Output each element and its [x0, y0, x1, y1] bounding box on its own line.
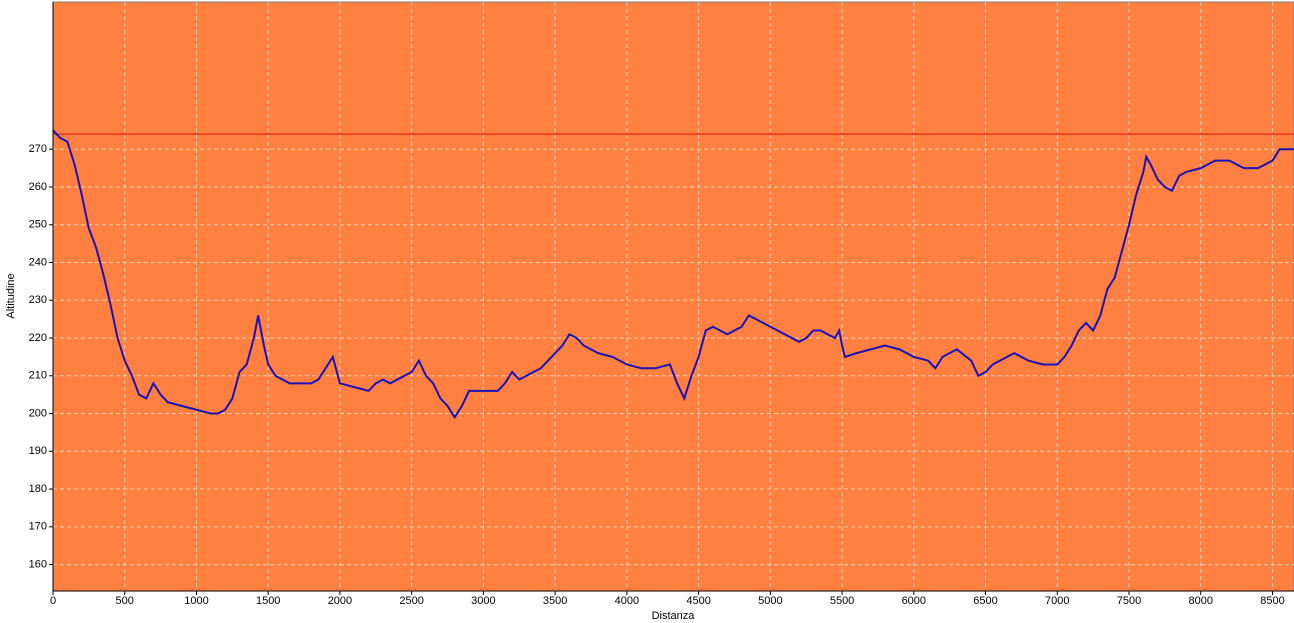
x-tick-label: 5500	[830, 595, 854, 607]
y-tick-label: 220	[29, 332, 47, 344]
x-axis-label: Distanza	[652, 610, 696, 622]
y-tick-label: 210	[29, 370, 47, 382]
x-tick-label: 4500	[686, 595, 710, 607]
x-tick-label: 7500	[1117, 595, 1141, 607]
x-tick-label: 3000	[471, 595, 495, 607]
y-tick-label: 260	[29, 181, 47, 193]
x-tick-label: 7000	[1045, 595, 1069, 607]
y-tick-label: 240	[29, 256, 47, 268]
x-tick-label: 4000	[615, 595, 639, 607]
x-tick-label: 0	[50, 595, 56, 607]
plot-area	[52, 1, 1294, 592]
y-tick-label: 270	[29, 143, 47, 155]
y-axis-label: Altitudine	[5, 273, 17, 318]
y-tick-label: 170	[29, 521, 47, 533]
x-tick-label: 8500	[1260, 595, 1284, 607]
elevation-line	[52, 129, 1294, 420]
y-tick-label: 200	[29, 407, 47, 419]
x-tick-label: 500	[116, 595, 134, 607]
y-tick-label: 230	[29, 294, 47, 306]
x-tick-label: 6000	[902, 595, 926, 607]
x-tick-label: 5000	[758, 595, 782, 607]
y-tick-label: 190	[29, 445, 47, 457]
x-tick-label: 8000	[1189, 595, 1213, 607]
y-tick-label: 160	[29, 558, 47, 570]
x-tick-label: 2000	[328, 595, 352, 607]
x-tick-label: 3500	[543, 595, 567, 607]
y-tick-label: 180	[29, 483, 47, 495]
x-tick-label: 6500	[973, 595, 997, 607]
x-tick-label: 1000	[184, 595, 208, 607]
x-tick-label: 2500	[399, 595, 423, 607]
y-tick-label: 250	[29, 219, 47, 231]
x-tick-label: 1500	[256, 595, 280, 607]
